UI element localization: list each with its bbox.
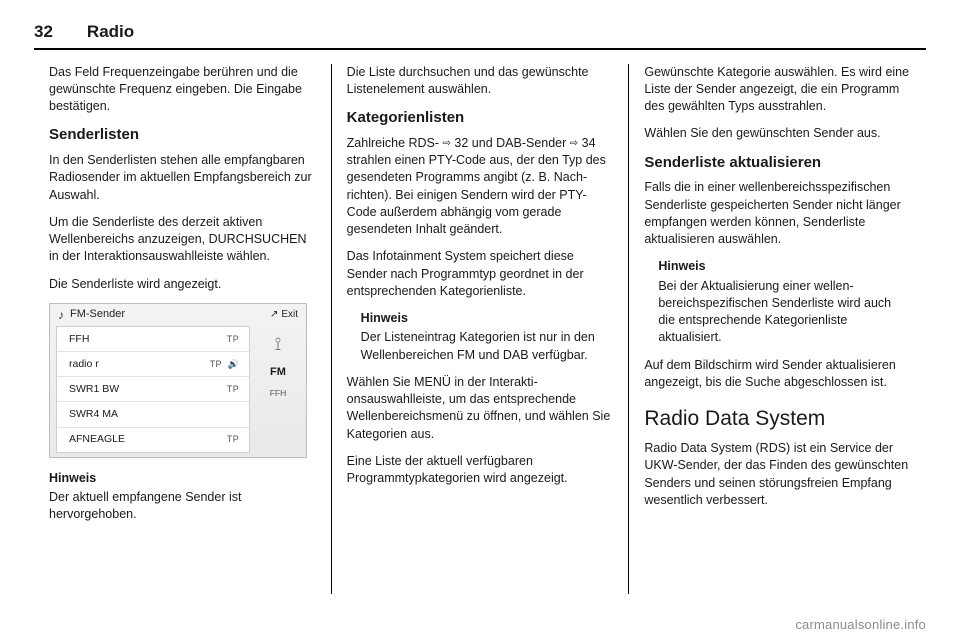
c3-h-rds: Radio Data System [644,405,911,434]
c3-p5: Radio Data System (RDS) ist ein Service … [644,440,911,509]
c1-hinweis-text: Der aktuell empfangene Sender ist hervor… [49,489,316,524]
fig-exit: ↗ Exit [270,308,298,322]
c1-hinweis-label: Hinweis [49,470,316,487]
fig-list: FFH TP radio r TP 🔊 SWR1 BW T [56,326,250,453]
tp-badge: TP [227,333,239,345]
c1-p1: Das Feld Frequenzeingabe berühren und di… [49,64,316,116]
c2-hinweis-block: Hinweis Der Listeneintrag Kategorien ist… [347,310,614,364]
station-name: SWR1 BW [69,382,119,396]
tp-badge: TP [227,383,239,395]
fig-title-wrap: ♪ FM-Sender [58,307,125,324]
c2-p1: Die Liste durchsuchen und das gewünschte… [347,64,614,99]
page-header: 32 Radio [34,22,926,42]
fig-body: FFH TP radio r TP 🔊 SWR1 BW T [50,326,306,457]
c2-p2: Zahlreiche RDS- ⇨ 32 und DAB-Sender ⇨ 34… [347,135,614,239]
footer-url: carmanualsonline.info [795,617,926,632]
page-title: Radio [87,22,134,42]
c3-p2: Wählen Sie den gewünschten Sender aus. [644,125,911,142]
station-name: FFH [69,332,89,346]
header-rule [34,48,926,50]
c3-hinweis-text: Bei der Aktualisierung einer wellen­bere… [658,278,907,347]
list-item: SWR4 MA [57,402,249,427]
manual-page: 32 Radio Das Feld Frequenzeingabe berühr… [0,0,960,642]
station-name: AFNEAGLE [69,432,125,446]
exit-arrow-icon: ↗ [270,308,278,322]
antenna-icon: ⟟ [275,332,282,357]
c3-p4: Auf dem Bildschirm wird Sender aktualisi… [644,357,911,392]
c3-hinweis-label: Hinweis [658,258,907,275]
fig-side: ⟟ FM FFH [250,326,306,457]
c3-p1: Gewünschte Kategorie auswählen. Es wird … [644,64,911,116]
list-item: radio r TP 🔊 [57,352,249,377]
speaker-icon: 🔊 [227,359,239,369]
fig-topbar: ♪ FM-Sender ↗ Exit [50,304,306,326]
station-name: SWR4 MA [69,407,118,421]
column-1: Das Feld Frequenzeingabe berühren und di… [34,64,331,594]
c2-hinweis-label: Hinweis [361,310,610,327]
xref-page: 32 [454,136,468,150]
c1-h-senderlisten: Senderlisten [49,125,316,146]
list-item: AFNEAGLE TP [57,428,249,452]
c2-p5: Eine Liste der aktuell verfügbaren Progr… [347,453,614,488]
tp-badge: TP 🔊 [210,358,239,370]
fig-band: FM [270,365,286,380]
c1-p2: In den Senderlisten stehen alle empfangb… [49,152,316,204]
column-2: Die Liste durchsuchen und das gewünschte… [331,64,629,594]
c2-p4: Wählen Sie MENÜ in der Interakti­onsausw… [347,374,614,443]
c1-p3: Um die Senderliste des derzeit akti­ven … [49,214,316,266]
fig-exit-label: Exit [281,308,298,322]
fig-title: FM-Sender [70,307,125,322]
c3-p3: Falls die in einer wellenbereichsspezi­f… [644,179,911,248]
c2-hinweis-text: Der Listeneintrag Kategorien ist nur in … [361,329,610,364]
xref-arrow-icon: ⇨ [443,138,451,149]
station-list-figure: ♪ FM-Sender ↗ Exit FFH TP [49,303,307,458]
page-number: 32 [34,22,53,42]
list-item: SWR1 BW TP [57,377,249,402]
music-note-icon: ♪ [58,307,64,324]
xref-page: 34 [582,136,596,150]
fig-current: FFH [270,388,287,400]
list-item: FFH TP [57,327,249,352]
content-columns: Das Feld Frequenzeingabe berühren und di… [34,64,926,594]
station-name: radio r [69,357,99,371]
c2-h-kat: Kategorienlisten [347,108,614,129]
column-3: Gewünschte Kategorie auswählen. Es wird … [628,64,926,594]
c3-h-akt: Senderliste aktualisieren [644,153,911,174]
c1-p4: Die Senderliste wird angezeigt. [49,276,316,293]
xref-arrow-icon: ⇨ [570,138,578,149]
c2-p3: Das Infotainment System speichert diese … [347,248,614,300]
c3-hinweis-block: Hinweis Bei der Aktualisierung einer wel… [644,258,911,346]
tp-badge: TP [227,433,239,445]
